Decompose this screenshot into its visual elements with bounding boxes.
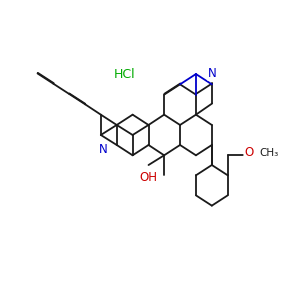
Text: N: N <box>98 143 107 157</box>
Text: N: N <box>208 67 216 80</box>
Text: O: O <box>244 146 254 159</box>
Text: CH₃: CH₃ <box>259 148 278 158</box>
Text: HCl: HCl <box>114 68 136 81</box>
Text: OH: OH <box>140 172 158 184</box>
